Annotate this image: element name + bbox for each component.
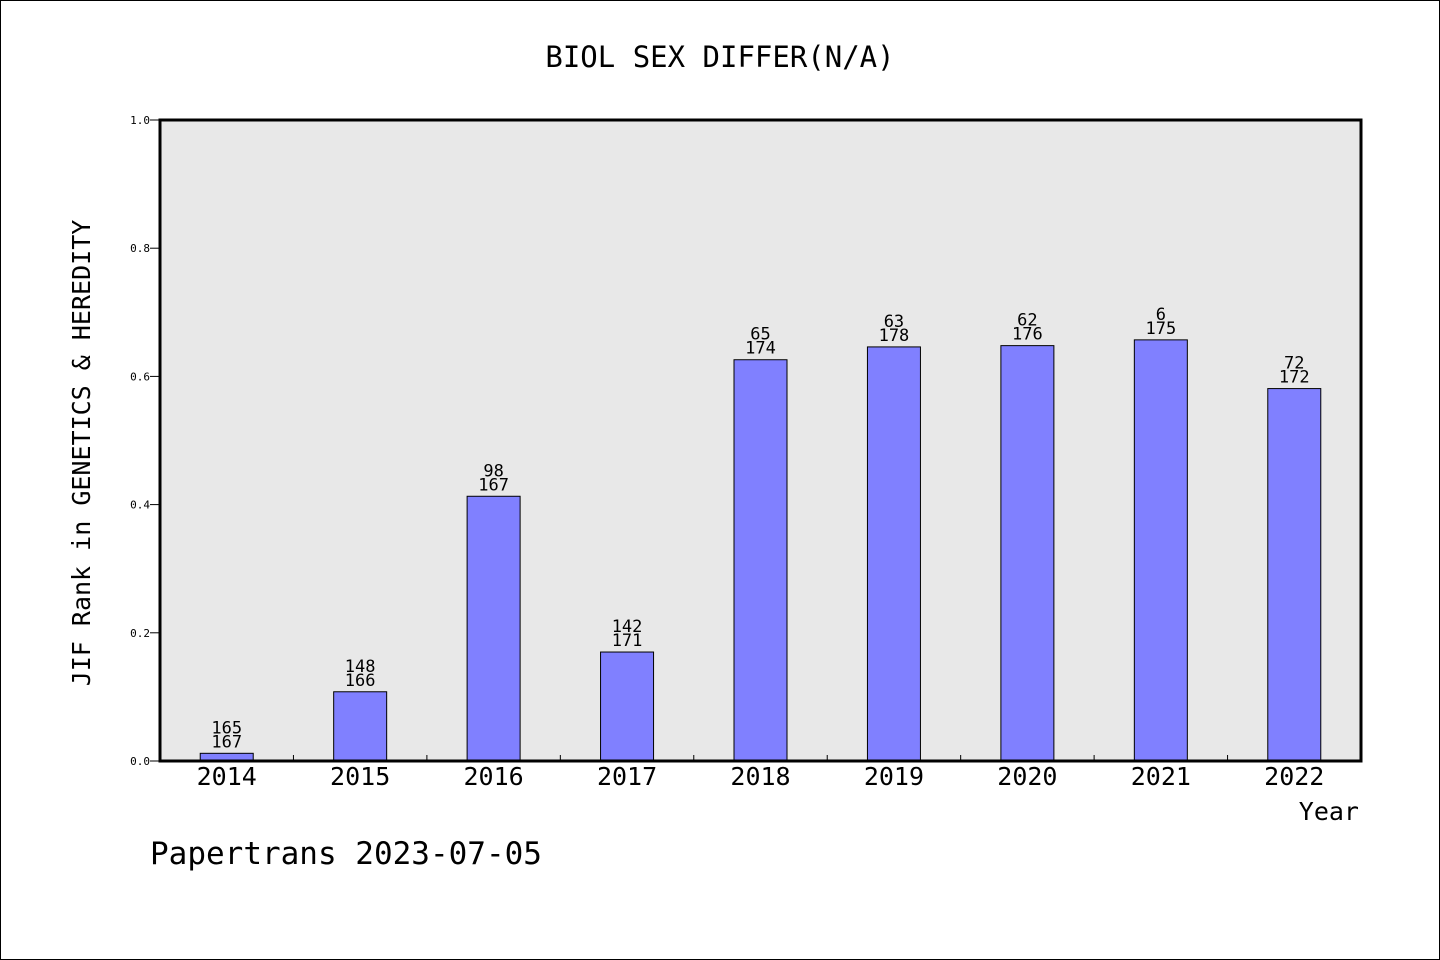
bar-2016 [466, 495, 521, 762]
bar-rank-label-2017: 142 [612, 617, 643, 637]
x-tick-label-2019: 2019 [864, 762, 924, 791]
bar-2017 [600, 651, 655, 762]
bar-total-label-2014: 167 [211, 732, 242, 752]
bar-2018 [733, 359, 788, 762]
y-tick-label-0.6: 0.6 [130, 370, 150, 383]
x-tick-label-2014: 2014 [197, 762, 257, 791]
y-tick-label-0.2: 0.2 [130, 627, 150, 640]
plot-border [158, 118, 1363, 763]
y-tick-label-0.8: 0.8 [130, 242, 150, 255]
bar-total-label-2017: 171 [612, 631, 643, 651]
bar-2022 [1267, 388, 1322, 762]
bar-2021 [1133, 339, 1188, 762]
bar-rank-label-2020: 62 [1017, 311, 1037, 331]
x-tick-label-2021: 2021 [1131, 762, 1191, 791]
x-tick-label-2017: 2017 [597, 762, 657, 791]
y-axis-label: JIF Rank in GENETICS & HEREDITY [67, 220, 96, 687]
bar-total-label-2018: 174 [745, 339, 776, 359]
bar-total-label-2022: 172 [1279, 368, 1310, 388]
bar-total-label-2021: 175 [1145, 319, 1176, 339]
y-tick-label-1.0: 1.0 [130, 114, 150, 127]
bar-2019 [866, 346, 921, 762]
bar-total-label-2016: 167 [478, 475, 509, 495]
bar-rank-label-2019: 63 [884, 312, 904, 332]
x-tick-label-2018: 2018 [730, 762, 790, 791]
watermark: Papertrans 2023-07-05 [150, 836, 542, 872]
x-tick-label-2020: 2020 [997, 762, 1057, 791]
x-axis-label: Year [1299, 797, 1359, 826]
y-tick-label-0.4: 0.4 [130, 499, 150, 512]
x-tick-label-2022: 2022 [1264, 762, 1324, 791]
bar-rank-label-2018: 65 [750, 325, 770, 345]
x-tick-label-2015: 2015 [330, 762, 390, 791]
y-tick-label-0.0: 0.0 [130, 755, 150, 768]
axis-layer: 2014 2015 2016 2017 2018 2019 2020 2021 2022 0.0 0… [130, 114, 1324, 791]
bar-total-label-2019: 178 [879, 326, 910, 346]
bar-rank-label-2014: 165 [211, 718, 242, 738]
bar-2015 [333, 691, 388, 762]
bar-rank-label-2016: 98 [483, 461, 503, 481]
x-tick-label-2016: 2016 [464, 762, 524, 791]
bar-rank-label-2022: 72 [1284, 354, 1304, 374]
bar-total-label-2020: 176 [1012, 325, 1043, 345]
bar-rank-label-2021: 6 [1156, 305, 1166, 325]
bar-total-label-2015: 166 [345, 671, 376, 691]
chart-title: BIOL SEX DIFFER(N/A) [545, 40, 894, 74]
bar-rank-label-2015: 148 [345, 657, 376, 677]
bars-layer: 1651671481669816714217165174631786217661… [199, 305, 1322, 762]
bar-2020 [1000, 345, 1055, 762]
